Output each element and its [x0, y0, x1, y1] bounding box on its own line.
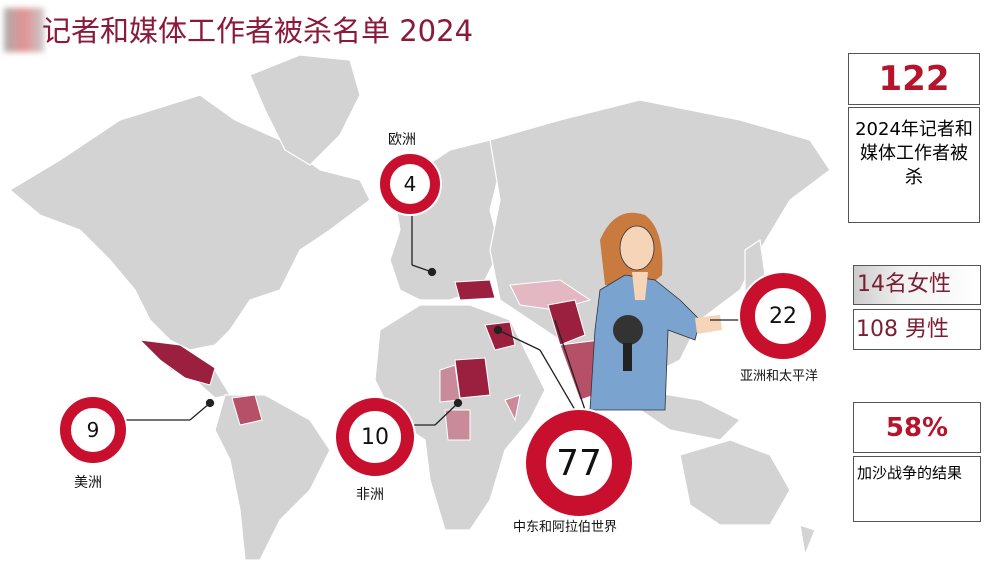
new-zealand	[799, 524, 816, 558]
region-label-asia-pacific: 亚洲和太平洋	[740, 369, 819, 384]
highlight-mexico	[138, 339, 216, 386]
region-label-europe: 欧洲	[388, 132, 416, 148]
gaza-label: 加沙战争的结果	[853, 456, 981, 522]
region-count-americas: 9	[60, 397, 126, 463]
region-count-asia-pacific: 22	[740, 273, 826, 359]
greenland	[249, 54, 361, 166]
south-america	[214, 394, 331, 561]
microphone-icon	[613, 315, 643, 345]
region-label-americas: 美洲	[74, 475, 102, 491]
logo	[4, 8, 44, 52]
highlight-colombia	[231, 394, 263, 426]
highlight-sudan	[454, 357, 491, 399]
north-america	[8, 94, 371, 351]
region-count-africa: 10	[336, 398, 414, 476]
men-count: 108 男性	[853, 309, 981, 350]
total-count: 122	[848, 53, 980, 105]
highlight-pakistan	[547, 299, 586, 346]
highlight-middle-east	[484, 321, 516, 351]
region-label-africa: 非洲	[356, 487, 384, 503]
total-label: 2024年记者和媒体工作者被杀	[848, 107, 980, 223]
reporter-illustration	[589, 212, 722, 411]
gaza-percent: 58%	[853, 402, 981, 453]
australia	[679, 439, 791, 526]
region-label-middle-east: 中东和阿拉伯世界	[513, 520, 618, 535]
women-count: 14名女性	[853, 265, 981, 305]
region-count-europe: 4	[380, 154, 440, 214]
region-count-middle-east: 77	[526, 410, 632, 516]
highlight-ukraine	[454, 279, 496, 301]
page-title: 记者和媒体工作者被杀名单 2024	[42, 14, 474, 48]
leader-lines	[125, 213, 741, 426]
japan	[744, 238, 766, 302]
